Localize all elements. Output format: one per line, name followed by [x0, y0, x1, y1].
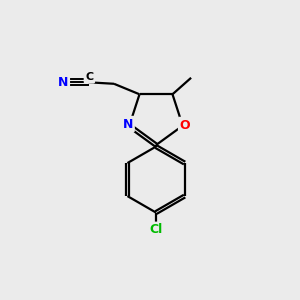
Text: N: N [123, 118, 133, 131]
Text: Cl: Cl [149, 224, 163, 236]
Text: C: C [85, 72, 94, 82]
Text: N: N [58, 76, 68, 89]
Text: O: O [180, 118, 190, 132]
